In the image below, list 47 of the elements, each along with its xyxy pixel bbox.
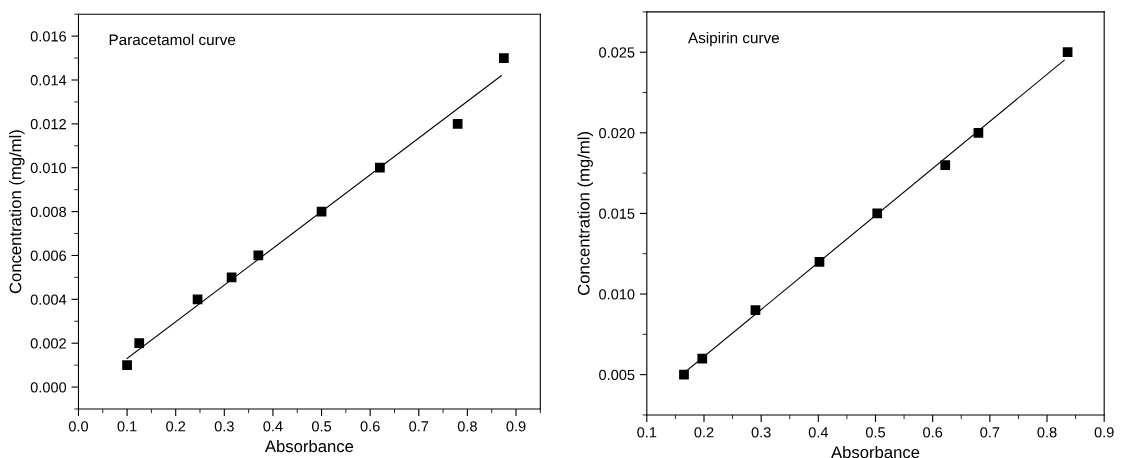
point: [192, 294, 203, 305]
x-axis-title: Absorbance: [264, 439, 354, 453]
y-tick-label: 0.025: [599, 47, 635, 58]
y-tick-label: 0.000: [30, 382, 67, 393]
x-tick-label: 0.3: [751, 427, 771, 438]
x-tick-label: 0.0: [68, 421, 89, 432]
y-axis-title: Concentration (mg/ml): [577, 132, 593, 296]
x-tick-label: 0.6: [360, 421, 380, 432]
x-tick-label: 0.5: [865, 427, 886, 438]
x-tick-label: 0.8: [457, 421, 477, 432]
y-tick-label: 0.016: [30, 31, 67, 42]
y-tick-label: 0.014: [30, 75, 67, 86]
x-tick-label: 0.5: [311, 421, 332, 432]
annotation: Asipirin curve: [688, 32, 779, 47]
x-tick-label: 0.9: [506, 421, 526, 432]
y-tick-label: 0.012: [30, 118, 66, 130]
y-tick-label: 0.006: [30, 250, 67, 261]
x-tick-label: 0.1: [117, 421, 137, 432]
point: [940, 160, 951, 170]
point: [498, 53, 509, 63]
x-tick-label: 0.9: [1094, 427, 1114, 438]
y-tick-label: 0.002: [30, 338, 66, 349]
x-tick-label: 0.7: [409, 421, 429, 432]
y-tick-label: 0.008: [30, 206, 67, 218]
point: [122, 360, 132, 370]
point: [1062, 47, 1073, 58]
x-tick-label: 0.4: [808, 427, 829, 438]
annotation: Paracetamol curve: [109, 33, 236, 46]
point: [452, 119, 463, 129]
y-tick-label: 0.010: [599, 289, 635, 300]
y-axis-title: Concentration (mg/ml): [9, 130, 25, 294]
x-tick-label: 0.7: [980, 427, 1000, 438]
point: [679, 369, 689, 380]
x-axis-title: Absorbance: [831, 445, 920, 458]
y-tick-label: 0.005: [599, 369, 635, 381]
x-tick-label: 0.4: [263, 421, 283, 432]
x-tick-label: 0.1: [637, 427, 657, 438]
point: [134, 338, 145, 349]
x-tick-label: 0.2: [694, 427, 714, 438]
x-tick-label: 0.2: [166, 421, 186, 432]
x-tick-label: 0.3: [214, 421, 234, 432]
x-tick-label: 0.8: [1037, 427, 1057, 438]
y-tick-label: 0.004: [30, 294, 67, 305]
y-tick-label: 0.010: [30, 162, 67, 174]
x-tick-label: 0.6: [923, 427, 943, 438]
y-tick-label: 0.020: [599, 127, 635, 139]
y-tick-label: 0.015: [599, 208, 635, 219]
